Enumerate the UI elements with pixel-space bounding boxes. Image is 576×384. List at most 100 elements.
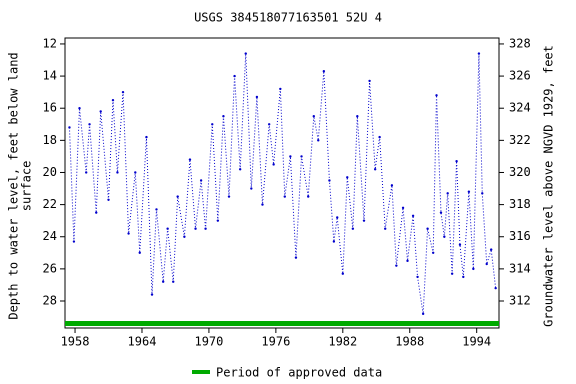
- data-point: [336, 216, 339, 219]
- data-point: [332, 240, 336, 243]
- data-point: [244, 52, 247, 55]
- data-point: [107, 198, 110, 201]
- data-point: [199, 179, 203, 182]
- data-point: [312, 115, 315, 118]
- data-point: [279, 87, 282, 91]
- data-point: [211, 123, 214, 126]
- data-point: [341, 272, 345, 275]
- y2-tick-label: 314: [509, 261, 531, 275]
- data-point: [250, 187, 253, 190]
- x-tick-label: 1976: [261, 335, 290, 349]
- data-point: [172, 280, 175, 283]
- data-point: [368, 79, 371, 83]
- data-point: [99, 110, 102, 113]
- data-point: [267, 123, 271, 126]
- data-point: [322, 70, 326, 73]
- data-point: [68, 126, 71, 129]
- y-tick-label: 12: [43, 36, 57, 50]
- data-point: [111, 98, 115, 102]
- data-point: [406, 259, 409, 263]
- data-point: [378, 135, 381, 139]
- y2-tick-label: 316: [509, 229, 531, 243]
- plot-frame: [64, 37, 500, 329]
- y2-tick-label: 326: [509, 69, 531, 83]
- y-tick-label: 24: [43, 229, 57, 243]
- data-point: [161, 280, 165, 283]
- x-tick-label: 1982: [328, 335, 357, 349]
- data-point: [356, 115, 359, 118]
- y2-axis-label: Groundwater level above NGVD 1929, feet: [542, 45, 556, 327]
- data-point: [489, 248, 493, 251]
- data-point: [362, 219, 366, 222]
- chart-title: USGS 384518077163501 52U 4: [194, 11, 382, 25]
- data-point: [446, 192, 449, 195]
- data-point: [78, 107, 81, 110]
- data-point: [134, 171, 137, 174]
- data-point: [494, 286, 497, 290]
- y-tick-label: 14: [43, 69, 57, 83]
- data-point: [272, 163, 275, 166]
- data-point: [450, 272, 454, 275]
- data-point: [150, 293, 154, 296]
- data-point: [166, 227, 169, 230]
- data-point: [194, 227, 197, 230]
- data-point: [351, 227, 355, 230]
- x-tick-label: 1958: [61, 335, 90, 349]
- data-point: [138, 251, 141, 255]
- data-point: [346, 176, 349, 179]
- y-axis-label: Depth to water level, feet below land: [7, 52, 21, 319]
- data-point: [477, 52, 481, 55]
- data-point: [485, 262, 488, 266]
- y-tick-label: 28: [43, 294, 57, 308]
- y-tick-label: 22: [43, 197, 57, 211]
- approved-period-bar: [65, 321, 499, 326]
- data-point: [176, 195, 179, 198]
- data-point: [384, 227, 387, 230]
- y2-tick-label: 328: [509, 36, 531, 50]
- data-point: [95, 211, 98, 214]
- data-point: [121, 90, 125, 94]
- data-point: [416, 275, 419, 279]
- data-point: [439, 211, 443, 214]
- data-point: [233, 74, 236, 78]
- data-point: [216, 219, 220, 222]
- data-point: [255, 95, 259, 99]
- data-point: [421, 312, 425, 316]
- x-tick-label: 1964: [128, 335, 157, 349]
- data-point: [289, 155, 292, 158]
- data-point: [294, 256, 298, 259]
- data-point: [72, 240, 76, 243]
- data-point: [238, 168, 242, 171]
- y2-tick-label: 324: [509, 101, 531, 115]
- y-tick-label: 20: [43, 165, 57, 179]
- y2-tick-label: 320: [509, 165, 531, 179]
- data-point: [145, 135, 148, 139]
- y-tick-label: 16: [43, 101, 57, 115]
- data-point: [455, 160, 458, 163]
- y2-tick-label: 312: [509, 294, 531, 308]
- y-tick-label: 18: [43, 133, 57, 147]
- data-point: [183, 235, 186, 238]
- data-point: [188, 158, 192, 161]
- data-point: [222, 115, 225, 118]
- x-tick-label: 1988: [395, 335, 424, 349]
- y-tick-label: 26: [43, 261, 57, 275]
- data-point: [283, 195, 286, 198]
- data-point: [481, 192, 484, 195]
- data-point: [458, 243, 462, 246]
- data-point: [443, 235, 446, 238]
- y-axis-label: surface: [20, 161, 34, 212]
- data-line: [68, 53, 497, 314]
- data-point: [472, 267, 475, 271]
- data-point: [462, 275, 465, 279]
- data-point: [300, 155, 303, 158]
- data-point: [307, 195, 310, 198]
- data-point: [328, 179, 331, 182]
- data-point: [390, 184, 394, 187]
- y2-tick-label: 318: [509, 197, 531, 211]
- data-point: [88, 123, 91, 126]
- data-point: [261, 203, 264, 206]
- data-point: [395, 264, 398, 267]
- data-point: [317, 139, 320, 142]
